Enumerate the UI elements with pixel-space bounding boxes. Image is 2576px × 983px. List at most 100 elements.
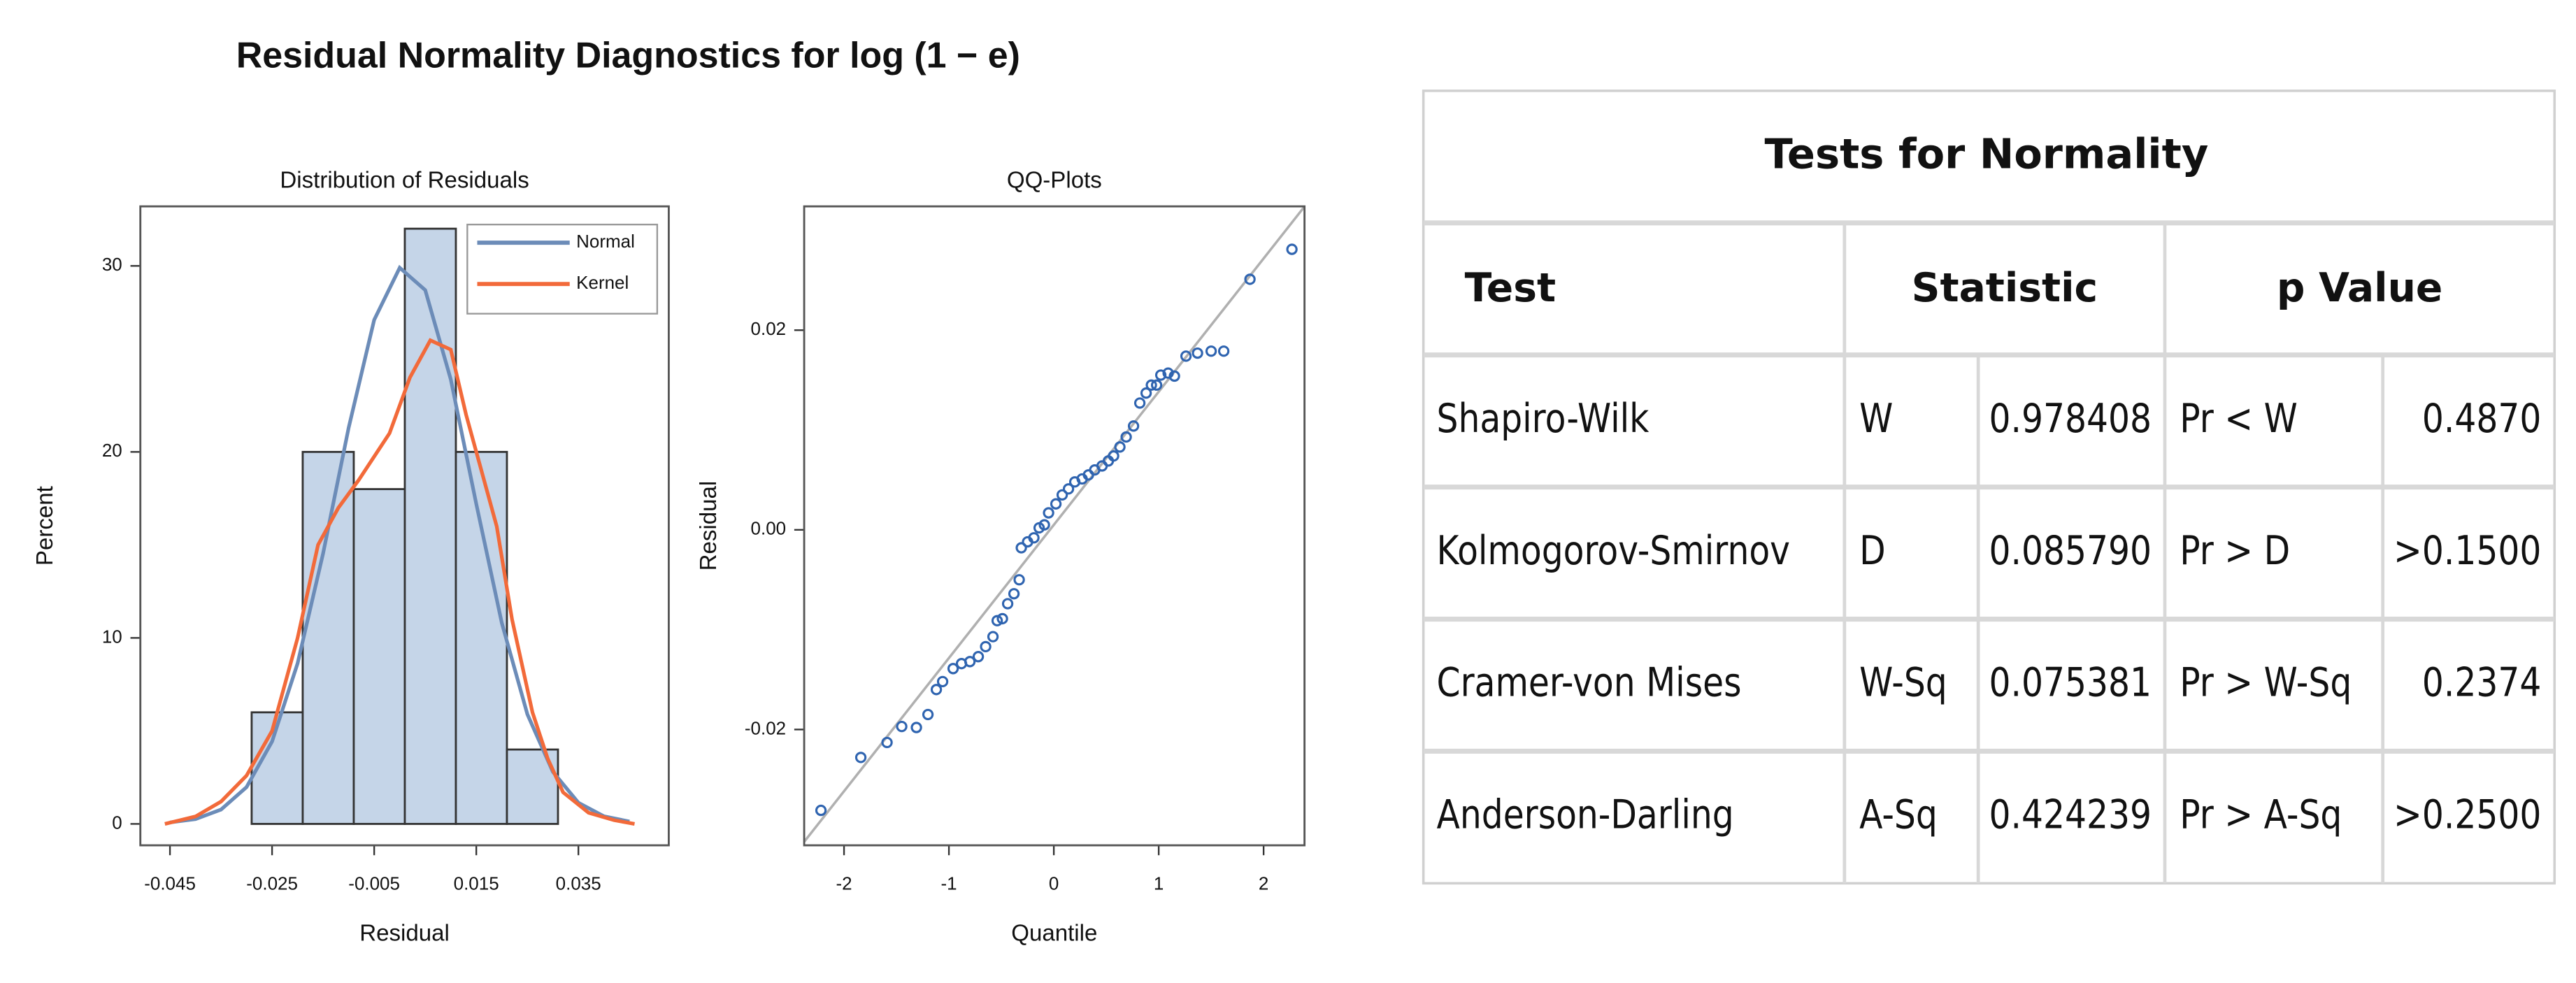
- qq-point: [815, 804, 827, 817]
- qq-point: [964, 656, 976, 668]
- qq-point: [1062, 483, 1075, 495]
- qq-point: [1127, 420, 1140, 432]
- plot-frame: [139, 205, 670, 847]
- qq-point: [1001, 598, 1014, 610]
- y-tick-label: 0.00: [751, 518, 787, 539]
- qq-point: [1038, 519, 1050, 531]
- table-cell: Pr > W-Sq: [2180, 660, 2352, 705]
- table-cell: Shapiro-Wilk: [1437, 396, 1650, 441]
- density-curve: [164, 338, 635, 826]
- table-cell: Anderson-Darling: [1437, 792, 1734, 838]
- qq-point: [881, 736, 893, 749]
- histogram-bar: [301, 450, 355, 825]
- legend-box: [466, 223, 659, 315]
- qq-point: [1015, 542, 1027, 554]
- table-cell: 0.2374: [2422, 660, 2542, 705]
- qq-point: [1180, 350, 1192, 362]
- qq-point: [936, 675, 949, 688]
- qq-point: [1008, 588, 1020, 600]
- column-header: Test: [1465, 265, 1556, 311]
- y-tick-label: 10: [102, 626, 122, 647]
- table-cell: D: [1859, 528, 1886, 573]
- column-header: Statistic: [1912, 265, 2098, 311]
- plot-frame: [803, 205, 1306, 847]
- table-cell: W: [1859, 396, 1893, 441]
- qq-point: [947, 663, 959, 675]
- histogram-bar: [455, 450, 508, 825]
- qq-point: [1192, 347, 1203, 359]
- qq-point: [922, 708, 934, 721]
- histogram-bar: [352, 488, 406, 825]
- y-axis-title: Residual: [696, 481, 722, 571]
- qq-point: [1168, 370, 1180, 382]
- histogram-bar: [403, 227, 457, 825]
- legend-label: Normal: [576, 231, 635, 252]
- qq-point: [896, 720, 908, 733]
- qq-point: [1108, 450, 1119, 462]
- table-cell: 0.085790: [1989, 528, 2152, 573]
- table-cell: 0.424239: [1989, 792, 2152, 838]
- qq-point: [1162, 367, 1174, 379]
- page-title: Residual Normality Diagnostics for log (…: [236, 35, 1020, 76]
- x-axis-title: Quantile: [1011, 920, 1097, 946]
- x-tick-label: -2: [836, 873, 852, 894]
- legend-label: Kernel: [576, 272, 629, 293]
- x-tick-label: 2: [1259, 873, 1268, 894]
- x-tick-label: 1: [1154, 873, 1164, 894]
- qq-point: [1043, 507, 1054, 519]
- column-header: p Value: [2277, 265, 2442, 311]
- table: Tests for Normality Test Statistic p Val…: [1422, 89, 2556, 885]
- qq-point: [910, 722, 922, 733]
- qq-point: [854, 752, 867, 763]
- x-tick-label: -0.045: [144, 873, 196, 894]
- y-tick-label: -0.02: [745, 717, 786, 738]
- y-tick-label: 0.02: [751, 318, 787, 339]
- x-axis-title: Residual: [359, 920, 450, 946]
- x-tick-label: -0.005: [348, 873, 400, 894]
- x-tick-label: -1: [941, 873, 957, 894]
- table-cell: Cramer-von Mises: [1437, 660, 1742, 705]
- table-cell: Pr < W: [2180, 396, 2298, 441]
- y-tick-label: 0: [112, 812, 122, 833]
- qq-point: [1120, 431, 1132, 443]
- x-tick-label: 0: [1049, 873, 1059, 894]
- qq-point: [1154, 369, 1167, 381]
- table-cell: 0.075381: [1989, 660, 2152, 705]
- table-cell: A-Sq: [1859, 792, 1938, 838]
- chart-title: QQ-Plots: [1007, 167, 1102, 193]
- qq-point: [1150, 379, 1163, 391]
- table-cell: Pr > A-Sq: [2180, 792, 2342, 838]
- x-tick-label: 0.035: [556, 873, 601, 894]
- qq-point: [1145, 379, 1157, 391]
- x-tick-label: 0.015: [454, 873, 499, 894]
- qq-point: [1205, 345, 1217, 357]
- qq-point: [1244, 273, 1256, 285]
- table-cell: Pr > D: [2180, 528, 2290, 573]
- chart-title: Distribution of Residuals: [280, 167, 529, 193]
- qq-point: [1217, 345, 1230, 357]
- qq-point: [1050, 498, 1062, 510]
- table-title: Tests for Normality: [1765, 129, 2209, 178]
- qq-point: [996, 612, 1008, 625]
- table-cell: >0.1500: [2393, 528, 2541, 573]
- qq-point: [1056, 489, 1068, 501]
- qq-point: [1114, 441, 1126, 453]
- qq-point: [1028, 532, 1040, 544]
- qq-point: [991, 615, 1003, 626]
- table-cell: 0.4870: [2422, 396, 2542, 441]
- table-cell: W-Sq: [1859, 660, 1947, 705]
- qq-point: [980, 640, 992, 653]
- y-tick-label: 20: [102, 440, 122, 461]
- y-tick-label: 30: [102, 254, 122, 275]
- qq-point: [987, 631, 999, 643]
- qq-point: [1140, 387, 1152, 399]
- x-tick-label: -0.025: [246, 873, 298, 894]
- table-cell: 0.978408: [1989, 396, 2152, 441]
- y-axis-title: Percent: [32, 486, 58, 566]
- qq-point: [1133, 397, 1146, 409]
- table-cell: Kolmogorov-Smirnov: [1437, 528, 1790, 573]
- qq-point: [1013, 574, 1025, 586]
- qq-point: [1286, 243, 1298, 255]
